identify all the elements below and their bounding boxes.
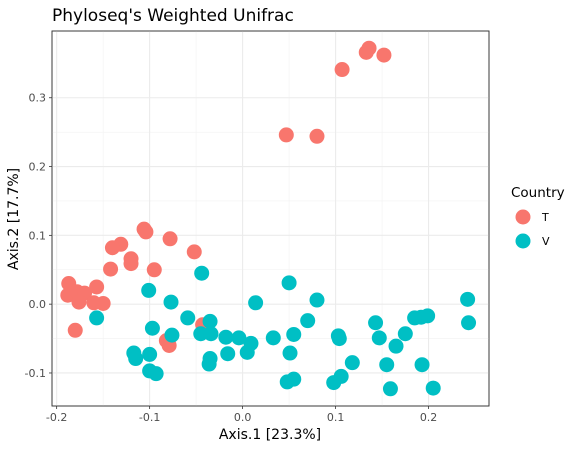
data-point-v — [128, 351, 143, 366]
chart-title: Phyloseq's Weighted Unifrac — [52, 6, 294, 26]
data-point-v — [326, 375, 341, 390]
data-point-t — [376, 48, 391, 63]
data-point-t — [68, 323, 83, 338]
data-point-t — [96, 296, 111, 311]
data-point-v — [89, 310, 104, 325]
data-point-v — [145, 321, 160, 336]
data-point-v — [203, 326, 218, 341]
data-point-v — [240, 345, 255, 360]
data-point-t — [359, 45, 374, 60]
data-point-v — [248, 295, 263, 310]
legend-label-t: T — [541, 211, 549, 224]
legend-key-t — [516, 210, 531, 225]
legend-title: Country — [511, 185, 565, 201]
data-point-t — [105, 240, 120, 255]
data-point-v — [202, 357, 217, 372]
plot-panel — [52, 31, 489, 406]
data-point-v — [266, 330, 281, 345]
x-tick-label: 0.2 — [420, 411, 438, 424]
y-axis-title: Axis.2 [17.7%] — [6, 168, 22, 270]
data-point-v — [286, 327, 301, 342]
x-axis-title: Axis.1 [23.3%] — [219, 427, 321, 443]
x-tick-label: -0.1 — [139, 411, 160, 424]
data-point-v — [149, 366, 164, 381]
data-point-v — [164, 328, 179, 343]
data-point-t — [89, 279, 104, 294]
data-point-v — [460, 292, 475, 307]
data-point-v — [309, 293, 324, 308]
data-point-v — [379, 357, 394, 372]
data-point-t — [103, 262, 118, 277]
data-point-t — [279, 127, 294, 142]
data-point-t — [163, 231, 178, 246]
data-point-v — [283, 346, 298, 361]
data-point-v — [415, 357, 430, 372]
data-point-v — [164, 295, 179, 310]
data-point-t — [187, 244, 202, 259]
data-point-v — [180, 310, 195, 325]
data-point-t — [335, 62, 350, 77]
data-point-t — [147, 262, 162, 277]
data-point-v — [332, 331, 347, 346]
data-point-t — [138, 224, 153, 239]
y-tick-label: 0.1 — [29, 229, 47, 242]
x-tick-label: 0.1 — [327, 411, 345, 424]
data-point-v — [389, 339, 404, 354]
y-tick-label: 0.0 — [29, 298, 47, 311]
legend-key-v — [516, 234, 531, 249]
data-point-v — [372, 330, 387, 345]
data-point-t — [124, 256, 139, 271]
data-point-v — [300, 313, 315, 328]
x-tick-label: 0.0 — [234, 411, 252, 424]
legend-label-v: V — [542, 235, 550, 248]
data-point-v — [141, 283, 156, 298]
data-point-v — [398, 326, 413, 341]
data-point-v — [218, 330, 233, 345]
y-tick-label: 0.3 — [29, 92, 47, 105]
data-point-v — [280, 374, 295, 389]
data-point-v — [420, 308, 435, 323]
x-tick-label: -0.2 — [46, 411, 67, 424]
data-point-v — [142, 347, 157, 362]
data-point-v — [407, 310, 422, 325]
data-point-v — [345, 355, 360, 370]
data-point-v — [461, 315, 476, 330]
data-point-t — [71, 295, 86, 310]
y-tick-label: 0.2 — [29, 161, 47, 174]
data-point-v — [383, 381, 398, 396]
data-point-t — [309, 129, 324, 144]
legend: Country TV — [511, 185, 565, 249]
y-tick-label: -0.1 — [25, 367, 46, 380]
data-point-v — [368, 315, 383, 330]
data-point-v — [220, 346, 235, 361]
data-point-v — [282, 275, 297, 290]
data-point-v — [426, 381, 441, 396]
data-point-v — [194, 266, 209, 281]
